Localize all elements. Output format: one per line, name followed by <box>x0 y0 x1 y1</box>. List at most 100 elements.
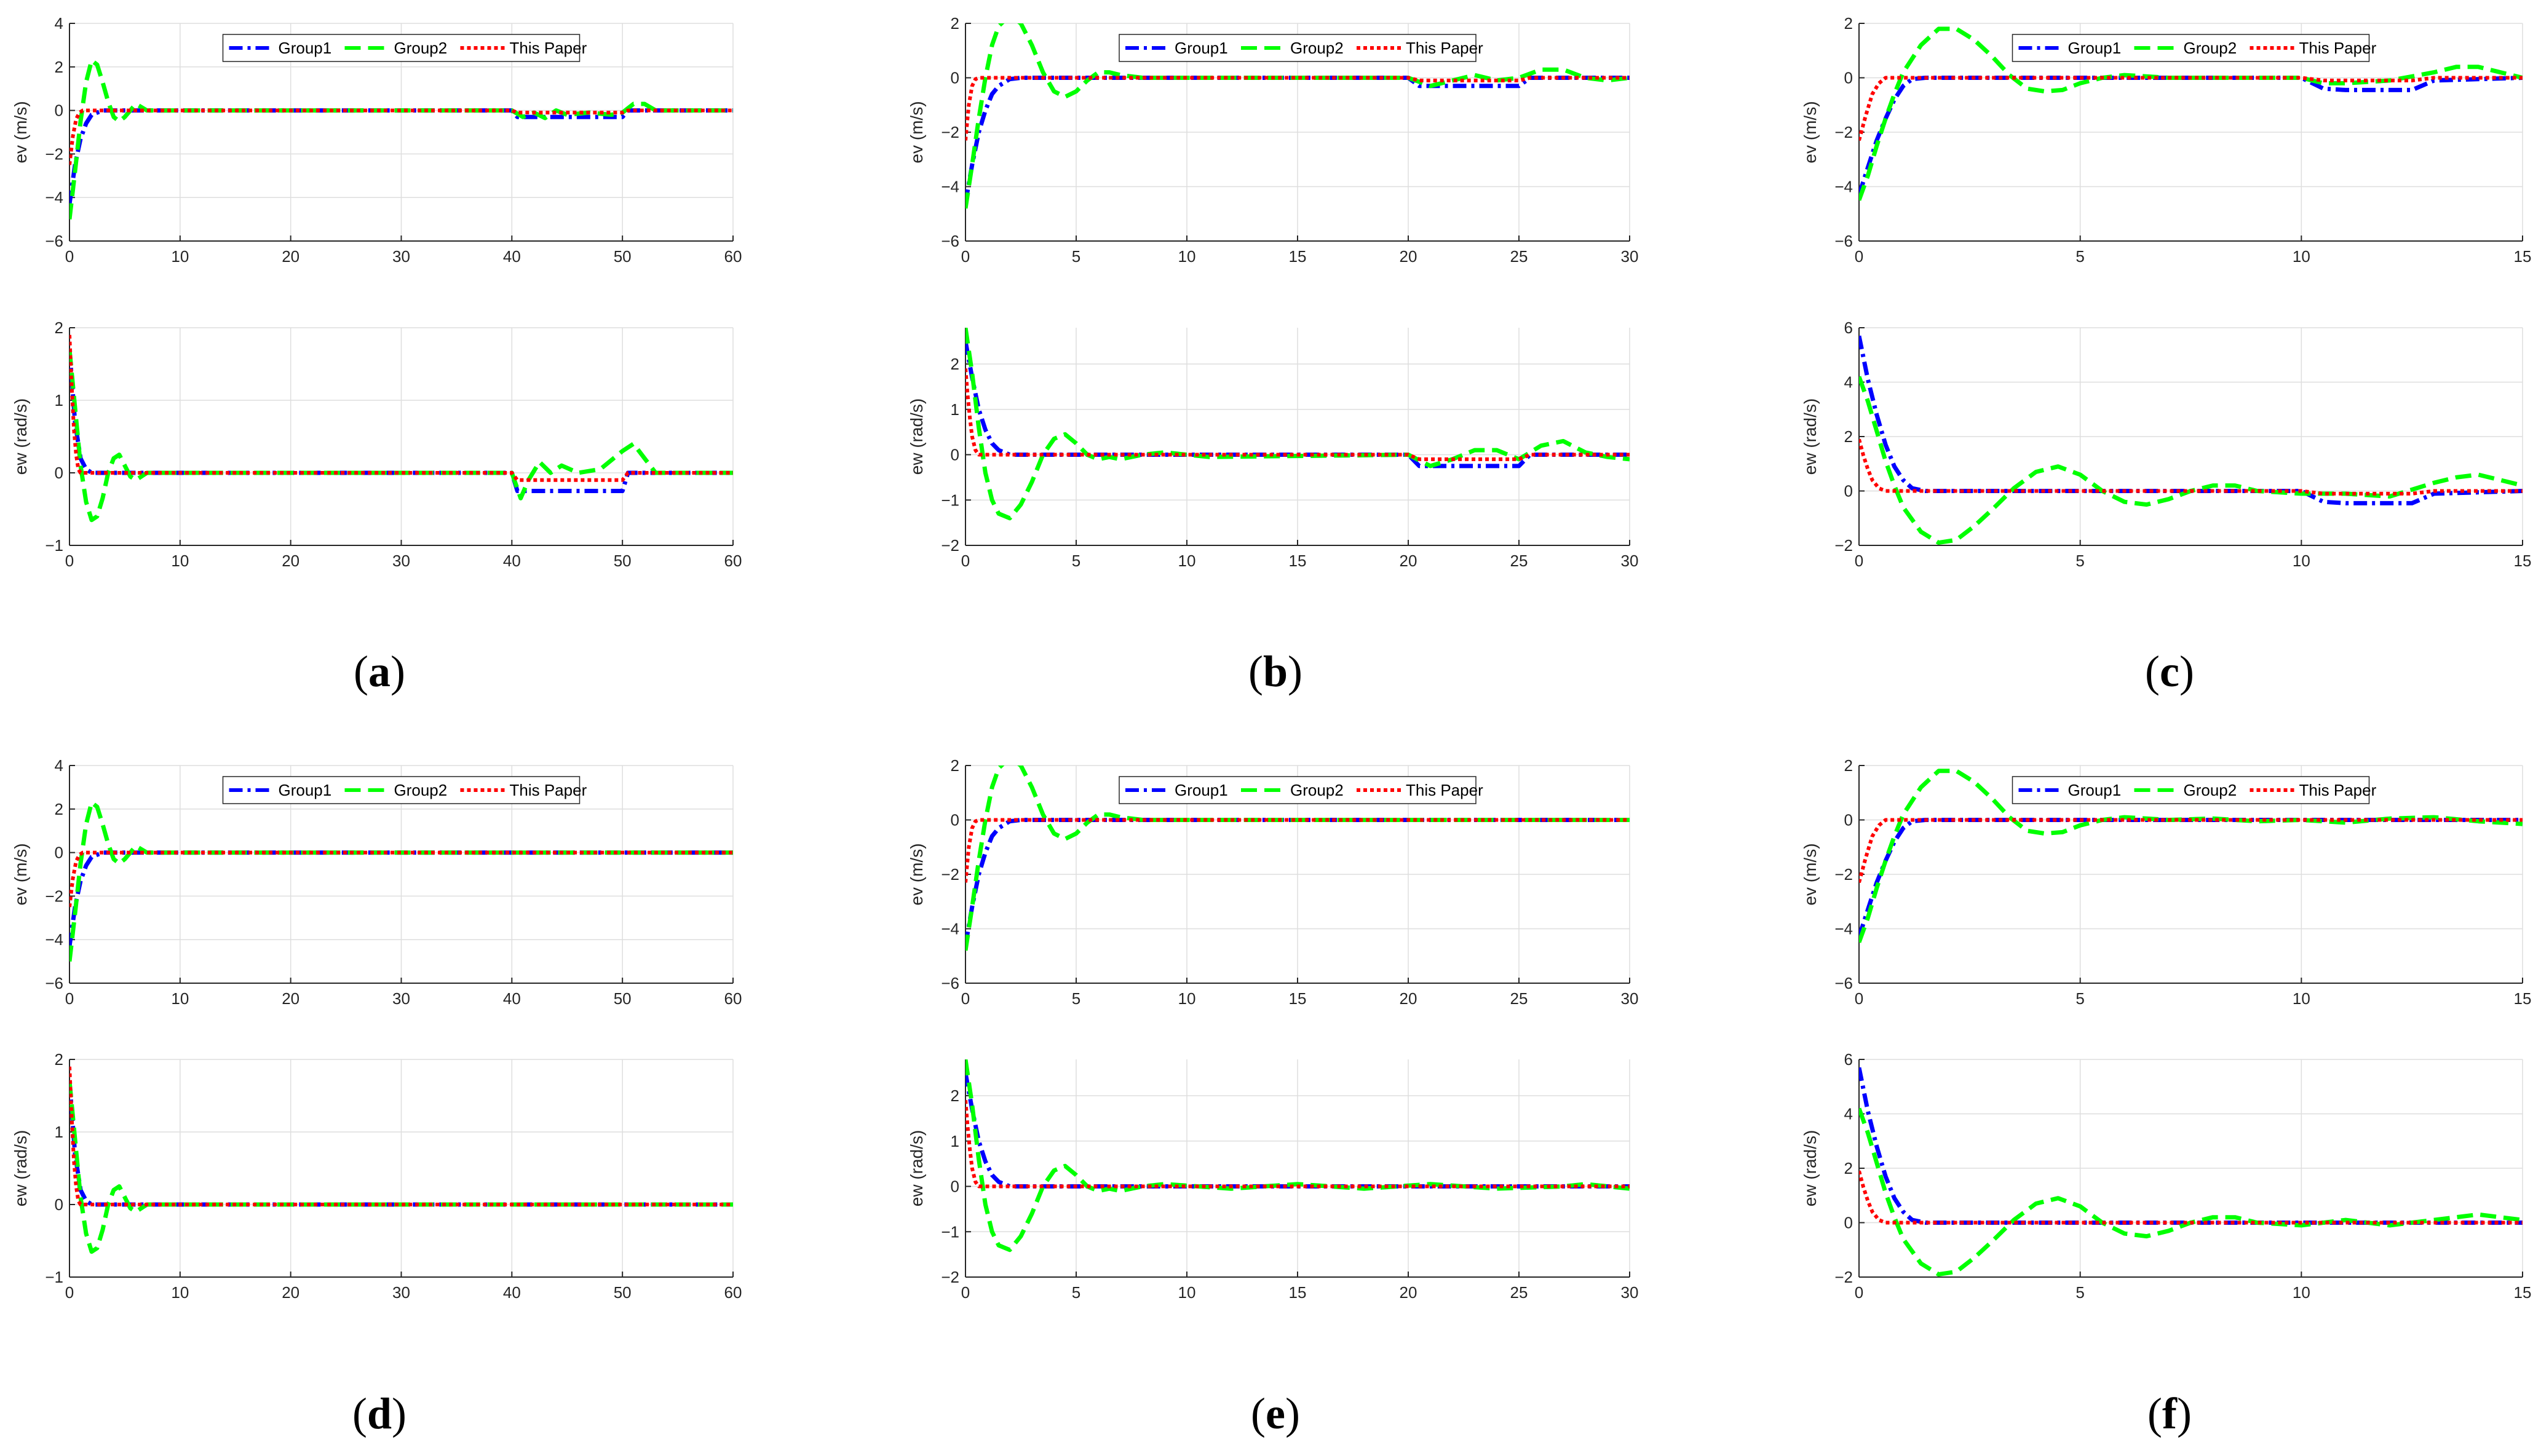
panel-f-bottom-ytick-label: 4 <box>1844 1105 1853 1123</box>
panel-e-bottom-xtick-label: 0 <box>961 1283 970 1302</box>
panel-e-top-legend-box <box>1119 776 1477 804</box>
panel-d-bottom-ytick-label: −1 <box>45 1268 63 1286</box>
panel-e-bottom-xtick-label: 25 <box>1510 1283 1528 1302</box>
panel-c-top-legend-label: This Paper <box>2299 39 2377 57</box>
panel-d-top-xtick-label: 40 <box>503 989 521 1008</box>
panel-f-bottom-ytick-label: 2 <box>1844 1159 1853 1177</box>
panel-f-top-ylabel: ev (m/s) <box>1801 843 1820 905</box>
panel-b-top-legend-box <box>1119 34 1477 62</box>
panel-f-top-xtick-label: 5 <box>2075 989 2084 1008</box>
panel-b-top-ylabel: ev (m/s) <box>907 101 926 163</box>
panel-b-bottom-ylabel: ew (rad/s) <box>907 398 926 475</box>
panel-b-bottom: 0 5 10 15 20 25 30 −2 −1 0 1 2 ew (rad/s) <box>907 328 1638 570</box>
panel-d-top-xtick-label: 10 <box>171 989 189 1008</box>
panel-d-top-ytick-label: −4 <box>45 930 63 949</box>
panel-f-bottom-xtick-label: 10 <box>2293 1283 2310 1302</box>
panel-b-top-series-group2 <box>965 23 1630 209</box>
panel-d-bottom-ytick-label: 2 <box>55 1050 63 1069</box>
panel-f-bottom-series-group1 <box>1859 1067 2523 1225</box>
panel-b-bottom-ytick-label: −1 <box>941 491 959 509</box>
panel-c-bottom-xtick-label: 5 <box>2075 552 2084 570</box>
panel-c-top-ytick-label: −6 <box>1834 232 1853 250</box>
panel-e-bottom-ytick-label: −2 <box>941 1268 959 1286</box>
panel-b-top-xtick-label: 25 <box>1510 247 1528 266</box>
panel-e-top-xtick-label: 30 <box>1621 989 1639 1008</box>
caption-f: (f) <box>2147 1389 2192 1438</box>
panel-f-top-series-this-paper <box>1859 818 2523 884</box>
panel-b-bottom-xtick-label: 30 <box>1621 552 1639 570</box>
panel-f-bottom-ytick-label: 0 <box>1844 1214 1853 1232</box>
panel-e-top-series-this-paper <box>965 818 1630 883</box>
panel-c-bottom-ytick-label: 0 <box>1844 482 1853 501</box>
panel-b-bottom-xtick-label: 25 <box>1510 552 1528 570</box>
panel-d-bottom-series-group2 <box>69 1081 733 1254</box>
panel-b-top-series-group <box>965 23 1630 209</box>
panel-d-bottom-ytick-label: 0 <box>55 1195 63 1214</box>
panel-a-top-legend-label: Group1 <box>279 39 332 57</box>
panel-e-top-xtick-label: 10 <box>1178 989 1196 1008</box>
panel-d-bottom-ylabel: ew (rad/s) <box>11 1130 30 1206</box>
panel-b-bottom-ytick-label: 2 <box>951 355 959 373</box>
panel-a-bottom-xtick-label: 50 <box>614 552 632 570</box>
panel-e-bottom-xtick-label: 20 <box>1400 1283 1417 1302</box>
panel-f-bottom-xtick-label: 5 <box>2075 1283 2084 1302</box>
panel-a-bottom-ytick-label: −1 <box>45 536 63 555</box>
panel-f-top-legend-label: Group1 <box>2068 781 2122 799</box>
panel-c-bottom-xtick-label: 15 <box>2514 552 2532 570</box>
panel-e-top-xtick-label: 0 <box>961 989 970 1008</box>
panel-c-bottom-ytick-label: 2 <box>1844 427 1853 446</box>
panel-e-bottom-ytick-label: 2 <box>951 1086 959 1105</box>
panel-b-top-legend-label: Group1 <box>1175 39 1228 57</box>
panel-a-top-series-group2 <box>69 58 733 220</box>
panel-e-top-ytick-label: 0 <box>951 811 959 829</box>
panel-b-top-ytick-label: −2 <box>941 123 959 141</box>
panel-b-top-xtick-label: 15 <box>1289 247 1307 266</box>
caption-a: (a) <box>354 647 405 696</box>
panel-d-top-series-group <box>69 800 733 962</box>
panel-b-top-xtick-label: 20 <box>1400 247 1417 266</box>
panel-d-top-series-group2 <box>69 800 733 962</box>
panel-c-top-ytick-label: 2 <box>1844 14 1853 33</box>
panel-e-bottom-xtick-label: 5 <box>1072 1283 1080 1302</box>
panel-d-top-series-this-paper <box>69 850 733 908</box>
panel-e-top-legend-label: Group1 <box>1175 781 1228 799</box>
panel-d-bottom-xtick-label: 60 <box>724 1283 742 1302</box>
panel-a-bottom-ylabel: ew (rad/s) <box>11 398 30 475</box>
panel-d-top-ytick-label: −6 <box>45 974 63 992</box>
panel-d-top-ytick-label: −2 <box>45 887 63 905</box>
panel-a-top-legend-label: Group2 <box>394 39 448 57</box>
panel-b-bottom-xtick-label: 15 <box>1289 552 1307 570</box>
panel-a-bottom-ytick-label: 1 <box>55 391 63 410</box>
panel-d-top-legend: Group1 Group2 This Paper <box>222 776 587 804</box>
panel-a-top-xtick-label: 40 <box>503 247 521 266</box>
panel-e-top-ytick-label: −4 <box>941 920 959 938</box>
panel-e-top-ytick-label: −2 <box>941 865 959 884</box>
panel-c-bottom-ytick-label: 4 <box>1844 373 1853 392</box>
panel-a-bottom-xtick-label: 0 <box>65 552 74 570</box>
panel-c-top-legend-label: Group1 <box>2068 39 2122 57</box>
panel-a-bottom-ytick-label: 2 <box>55 318 63 337</box>
panel-a-top-ytick-label: 4 <box>55 14 63 33</box>
panel-b-bottom-ytick-label: 0 <box>951 446 959 464</box>
panel-d-top-xtick-label: 60 <box>724 989 742 1008</box>
panel-e-top-xtick-label: 5 <box>1072 989 1080 1008</box>
panel-b-bottom-series-group1 <box>965 341 1630 469</box>
panel-a-top-legend: Group1 Group2 This Paper <box>222 34 587 62</box>
panel-c-top-ytick-label: 0 <box>1844 69 1853 87</box>
panel-d-top-legend-label: Group1 <box>279 781 332 799</box>
panel-a-bottom-xtick-label: 30 <box>392 552 410 570</box>
panel-a-top-xtick-label: 20 <box>282 247 299 266</box>
panel-b-top-xtick-label: 10 <box>1178 247 1196 266</box>
caption-d: (d) <box>352 1389 406 1438</box>
panel-f-top-legend-box <box>2012 776 2370 804</box>
panel-f-top-legend-label: This Paper <box>2299 781 2377 799</box>
panel-d-bottom-series-group <box>69 1066 733 1254</box>
panel-b-bottom-xtick-label: 5 <box>1072 552 1080 570</box>
panel-a-top-xtick-label: 60 <box>724 247 742 266</box>
panel-d-bottom-xtick-label: 50 <box>614 1283 632 1302</box>
panel-c-bottom-xtick-label: 0 <box>1855 552 1863 570</box>
